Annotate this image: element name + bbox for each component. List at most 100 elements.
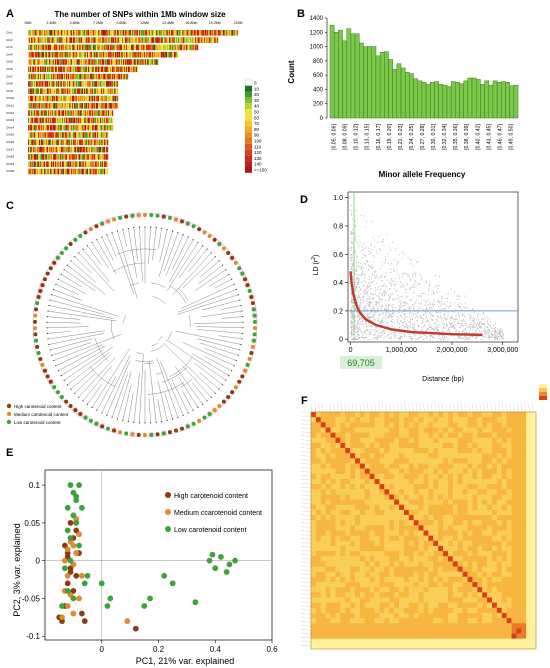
ld-point: [354, 295, 356, 297]
panel-a-density-cell: [62, 139, 64, 146]
panel-a-density-cell: [155, 37, 157, 43]
ld-point: [464, 329, 466, 331]
panel-a-density-cell: [143, 44, 145, 51]
tree-node: [74, 256, 76, 258]
panel-a-density-cell: [81, 88, 83, 94]
ld-point: [492, 329, 494, 331]
heatmap-cell: [379, 412, 385, 418]
ld-point: [350, 323, 352, 325]
ld-point: [361, 265, 363, 267]
panel-a-density-cell: [115, 81, 117, 87]
legend-level-label: 30: [254, 98, 260, 103]
ld-point: [354, 220, 356, 222]
ld-point: [468, 338, 470, 340]
tree-node: [161, 227, 163, 230]
heatmap-cell: [516, 437, 522, 444]
panel-a-density-cell: [142, 59, 144, 65]
panel-a-density-cell: [117, 44, 119, 51]
tree-node: [127, 227, 129, 230]
panel-a-density-cell: [94, 88, 96, 94]
panel-a-density-cell: [57, 161, 59, 167]
ld-point: [440, 304, 442, 306]
panel-b-bar: [467, 77, 473, 119]
heatmap-cell: [496, 437, 502, 444]
ld-point: [478, 325, 480, 327]
panel-a-density-cell: [90, 81, 92, 87]
ld-point: [355, 328, 357, 330]
ld-point: [400, 302, 402, 304]
ld-point: [490, 336, 492, 338]
panel-a-density-cell: [106, 154, 108, 160]
panel-a-density-cell: [129, 59, 131, 65]
ld-point: [457, 335, 459, 337]
ld-point: [372, 220, 374, 222]
ld-point: [479, 321, 481, 323]
ld-point: [455, 329, 457, 331]
pca-point: [141, 603, 148, 609]
panel-a-x-ticks: 0Mb 2.4Mb 4.8Mb 7.2Mb 9.6Mb 12Mb 14.4Mb 16.8Mb 1…: [25, 21, 243, 25]
panel-a-density-cell: [80, 44, 82, 51]
ld-point: [449, 323, 451, 325]
panel-b-x-tick-label: [0.16, 0.17]: [376, 123, 382, 150]
ld-point: [357, 315, 359, 317]
panel-a-density-cell: [71, 44, 73, 51]
panel-a-density-cell: [66, 51, 68, 58]
ld-point: [352, 299, 354, 301]
heatmap-cell: [340, 442, 346, 449]
panel-a-density-cell: [64, 37, 66, 43]
ld-point: [495, 329, 497, 331]
panel-a-density-cell: [52, 30, 54, 36]
panel-a-density-cell: [30, 30, 32, 36]
panel-a-density-cell: [83, 73, 85, 80]
panel-a-density-cell: [32, 51, 34, 58]
ld-point: [357, 330, 359, 332]
panel-a-density-cell: [46, 161, 48, 167]
ld-point: [380, 276, 382, 278]
panel-b-bar: [392, 69, 398, 119]
ld-point: [354, 291, 356, 293]
panel-a-density-cell: [31, 139, 33, 146]
panel-a-density-cell: [174, 51, 176, 58]
panel-a-density-cell: [128, 30, 130, 36]
ld-point: [353, 268, 355, 270]
heatmap-cell: [355, 442, 361, 449]
heatmap-cell: [413, 417, 419, 423]
panel-a-density-cell: [59, 146, 61, 153]
panel-a-density-cell: [162, 30, 164, 36]
panel-a-density-cell: [33, 30, 35, 36]
ld-point: [360, 299, 362, 301]
ld-point: [367, 325, 369, 327]
ld-point: [383, 328, 385, 330]
panel-a-density-cell: [82, 73, 84, 80]
panel-a-density-cell: [134, 30, 136, 36]
panel-a-density-cell: [108, 30, 110, 36]
ld-point: [350, 331, 352, 333]
panel-a-density-cell: [92, 168, 94, 175]
panel-a-density-cell: [184, 44, 186, 51]
panel-a-density-cell: [73, 81, 75, 87]
ld-point: [392, 309, 394, 311]
ld-point: [375, 250, 377, 252]
ld-point: [397, 322, 399, 324]
ld-point: [366, 329, 368, 331]
panel-a-density-cell: [38, 103, 40, 109]
panel-a-density-cell: [95, 110, 97, 116]
panel-a-density-cell: [225, 30, 227, 36]
panel-a-density-cell: [45, 168, 47, 175]
panel-a-density-cell: [156, 30, 158, 36]
heatmap-cell: [394, 427, 400, 433]
panel-a-density-cell: [74, 132, 76, 138]
panel-a-density-cell: [150, 30, 152, 36]
ld-point: [385, 306, 387, 308]
panel-a-density-cell: [31, 117, 33, 124]
ld-point: [369, 312, 371, 314]
panel-a-density-cell: [30, 124, 32, 131]
panel-a-density-cell: [163, 44, 165, 51]
heatmap-cell: [394, 417, 400, 423]
ld-point: [390, 271, 392, 273]
panel-a-density-cell: [122, 66, 124, 73]
ld-point: [354, 290, 356, 292]
panel-a-density-cell: [77, 95, 79, 102]
panel-a-density-cell: [53, 146, 55, 153]
panel-a-density-cell: [88, 44, 90, 51]
